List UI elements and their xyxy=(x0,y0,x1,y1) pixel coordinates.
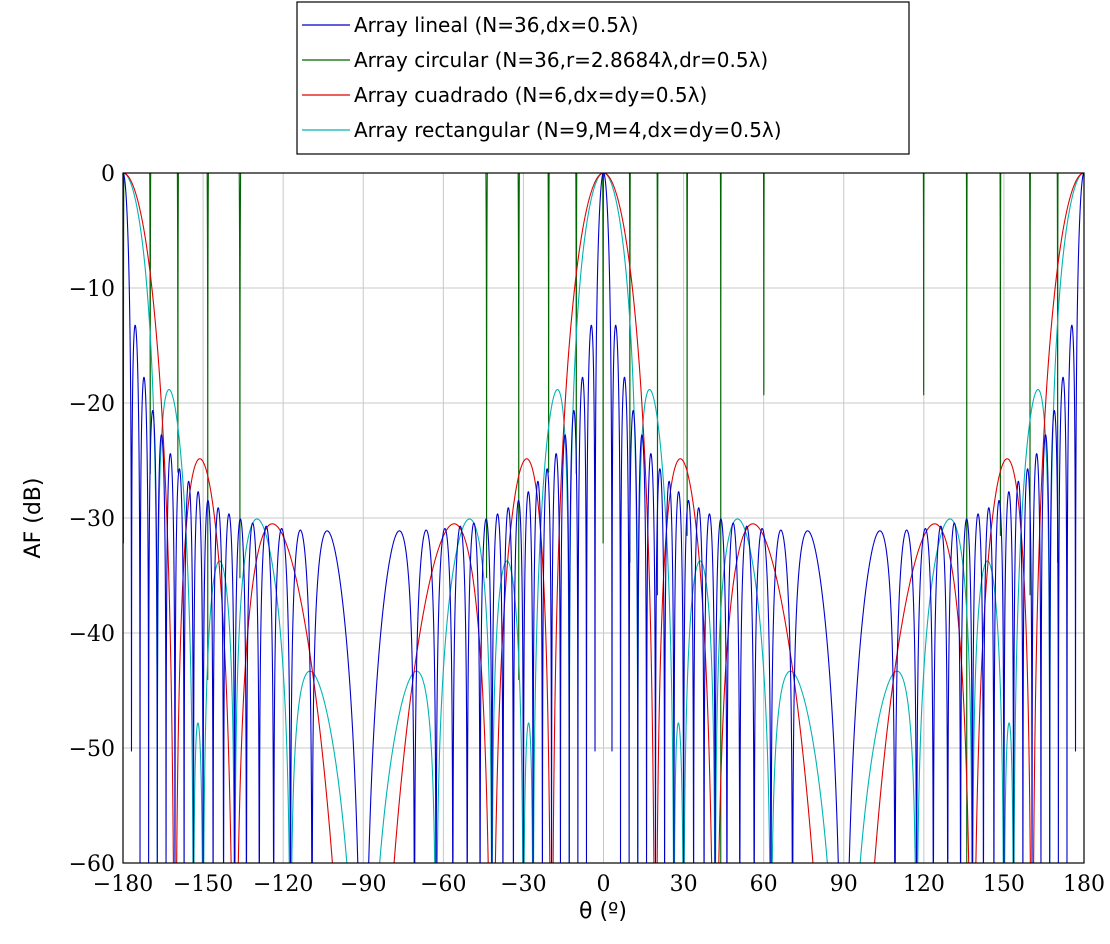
x-tick-label: −150 xyxy=(173,872,233,897)
x-tick-label: −180 xyxy=(93,872,153,897)
y-axis-label: AF (dB) xyxy=(21,478,46,559)
legend-label: Array lineal (N=36,dx=0.5λ) xyxy=(354,13,639,37)
y-tick-label: −50 xyxy=(69,737,115,762)
y-tick-label: 0 xyxy=(101,162,115,187)
legend-label: Array circular (N=36,r=2.8684λ,dr=0.5λ) xyxy=(354,48,768,72)
x-tick-label: 150 xyxy=(983,872,1025,897)
y-tick-label: −40 xyxy=(69,622,115,647)
y-tick-label: −30 xyxy=(69,507,115,532)
x-tick-label: −60 xyxy=(420,872,466,897)
legend: Array lineal (N=36,dx=0.5λ) Array circula… xyxy=(296,1,910,155)
tick-labels: −180 −150 −120 −90 −60 −30 0 30 60 90 120 150 180 0 −1… xyxy=(69,162,1105,897)
x-axis-label: θ (º) xyxy=(579,899,627,924)
x-tick-label: 90 xyxy=(830,872,858,897)
y-tick-label: −60 xyxy=(69,852,115,877)
x-tick-label: 30 xyxy=(670,872,698,897)
x-tick-label: 0 xyxy=(597,872,611,897)
x-tick-label: 120 xyxy=(903,872,945,897)
x-tick-label: −120 xyxy=(253,872,313,897)
x-tick-label: −30 xyxy=(500,872,546,897)
legend-label: Array cuadrado (N=6,dx=dy=0.5λ) xyxy=(354,83,707,107)
x-tick-label: −90 xyxy=(340,872,386,897)
plot-frame xyxy=(122,172,1085,864)
y-tick-label: −10 xyxy=(69,277,115,302)
x-tick-label: 60 xyxy=(750,872,778,897)
legend-box xyxy=(296,1,910,155)
y-tick-label: −20 xyxy=(69,392,115,417)
x-tick-label: 180 xyxy=(1063,872,1105,897)
legend-label: Array rectangular (N=9,M=4,dx=dy=0.5λ) xyxy=(354,118,782,142)
